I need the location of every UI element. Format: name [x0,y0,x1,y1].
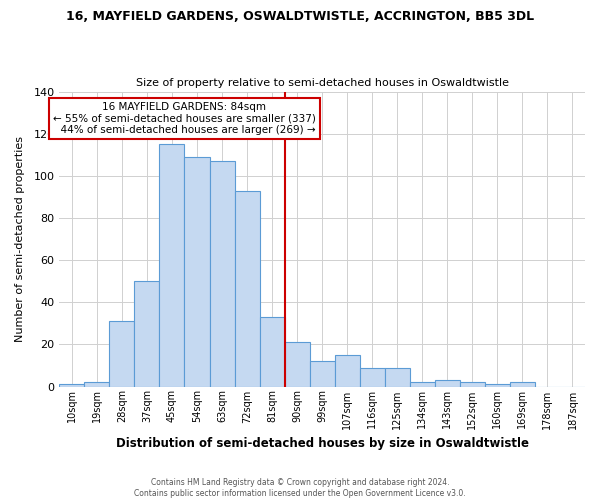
Bar [134,281,160,386]
Bar [209,161,235,386]
Bar [485,384,510,386]
Bar [435,380,460,386]
Bar [59,384,85,386]
Text: 16, MAYFIELD GARDENS, OSWALDTWISTLE, ACCRINGTON, BB5 3DL: 16, MAYFIELD GARDENS, OSWALDTWISTLE, ACC… [66,10,534,23]
Bar [360,368,385,386]
Bar [310,361,335,386]
Bar [510,382,535,386]
Text: 16 MAYFIELD GARDENS: 84sqm
← 55% of semi-detached houses are smaller (337)
  44%: 16 MAYFIELD GARDENS: 84sqm ← 55% of semi… [53,102,316,136]
Y-axis label: Number of semi-detached properties: Number of semi-detached properties [15,136,25,342]
Bar [160,144,184,386]
Bar [460,382,485,386]
Bar [85,382,109,386]
Bar [235,190,260,386]
Bar [109,321,134,386]
Bar [284,342,310,386]
Bar [410,382,435,386]
Bar [260,317,284,386]
X-axis label: Distribution of semi-detached houses by size in Oswaldtwistle: Distribution of semi-detached houses by … [116,437,529,450]
Bar [335,355,360,386]
Text: Contains HM Land Registry data © Crown copyright and database right 2024.
Contai: Contains HM Land Registry data © Crown c… [134,478,466,498]
Title: Size of property relative to semi-detached houses in Oswaldtwistle: Size of property relative to semi-detach… [136,78,509,88]
Bar [184,157,209,386]
Bar [385,368,410,386]
